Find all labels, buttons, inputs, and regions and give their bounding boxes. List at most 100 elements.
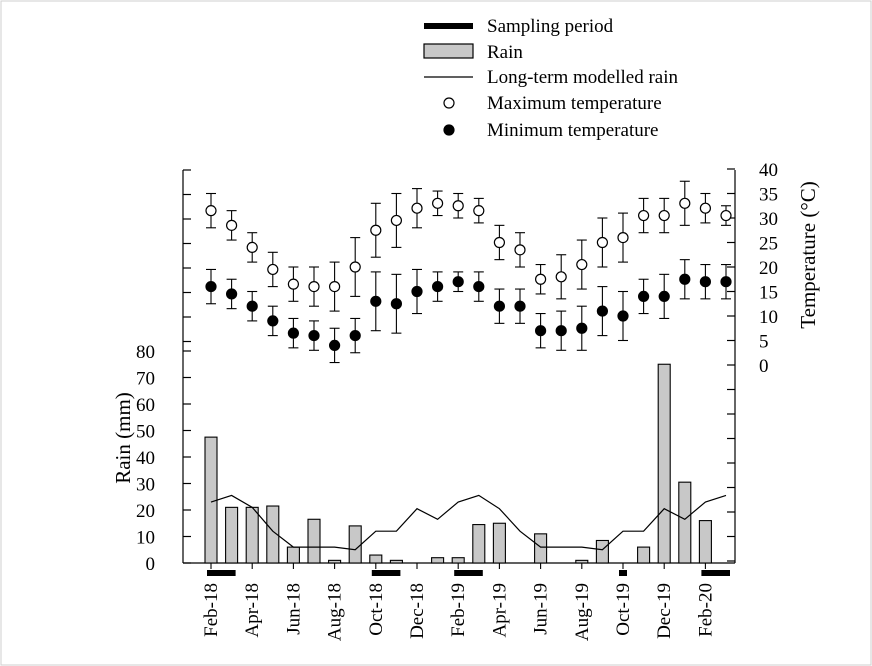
- tmax-point: [349, 261, 361, 273]
- right-tick-label: 5: [759, 332, 769, 353]
- tmin-point: [329, 339, 341, 351]
- sampling-period-bar: [619, 570, 627, 576]
- tmax-point: [658, 209, 670, 222]
- x-tick-label: Apr-19: [489, 583, 510, 638]
- left-axis-title: Rain (mm): [111, 392, 135, 484]
- legend-tmax-marker: [443, 97, 455, 109]
- tmin-point: [534, 325, 547, 337]
- left-tick-label: 60: [136, 395, 155, 416]
- right-tick-label: 0: [759, 356, 769, 377]
- tmax-point: [432, 197, 444, 209]
- tmin-point: [205, 281, 217, 293]
- x-tick-label: Aug-18: [325, 583, 346, 641]
- tmin-point: [720, 276, 732, 288]
- tmax-point: [329, 281, 341, 293]
- legend-rain: Rain: [423, 42, 523, 63]
- tmax-point: [720, 209, 732, 222]
- x-tick-label: Oct-19: [613, 583, 634, 636]
- tmin-point: [432, 281, 444, 293]
- tmin-point: [514, 300, 526, 312]
- rain-bar: [637, 546, 651, 564]
- x-tick-label: Feb-18: [201, 583, 222, 637]
- rain-bar: [575, 559, 589, 564]
- sampling-period-bar: [701, 570, 730, 576]
- legend-tmax-label: Maximum temperature: [487, 93, 662, 114]
- tmax-point: [555, 271, 567, 283]
- left-tick-label: 70: [136, 369, 155, 390]
- tmin-point: [493, 300, 505, 312]
- right-tick-label: 15: [759, 283, 778, 304]
- right-axis-ticks: 0 5 10 15 20 25 30 35 40: [727, 160, 778, 562]
- tmin-point: [246, 300, 258, 312]
- rain-bar: [657, 363, 671, 564]
- tmin-point: [390, 298, 402, 310]
- right-tick-label: 35: [759, 185, 778, 206]
- tmin-point: [452, 276, 464, 288]
- x-tick-label: Jun-19: [531, 583, 552, 635]
- sampling-period-bar: [371, 570, 401, 576]
- rain-bar: [307, 518, 321, 564]
- legend-modelled-label: Long-term modelled rain: [487, 67, 678, 88]
- tmax-point: [576, 258, 588, 271]
- rain-bar: [678, 481, 692, 564]
- legend-sampling-label: Sampling period: [487, 16, 614, 37]
- tmin-point: [637, 290, 650, 302]
- left-tick-label: 80: [136, 342, 155, 363]
- left-tick-label: 40: [136, 448, 155, 469]
- tmax-point: [596, 236, 609, 249]
- tmin-point: [349, 330, 361, 342]
- tmax-point: [637, 209, 650, 222]
- tmin-point: [596, 305, 609, 317]
- rain-bar: [431, 557, 445, 564]
- rain-bar: [369, 554, 383, 564]
- left-tick-label: 50: [136, 422, 155, 443]
- legend-tmin: Minimum temperature: [443, 120, 658, 141]
- right-tick-label: 25: [759, 234, 778, 255]
- tmax-point: [246, 241, 258, 253]
- tmin-point: [679, 273, 691, 285]
- tmin-point: [308, 330, 320, 342]
- rain-bar: [472, 524, 486, 564]
- x-tick-label: Feb-20: [695, 583, 716, 637]
- temperature-points: [205, 180, 732, 364]
- legend-modelled: Long-term modelled rain: [424, 67, 678, 88]
- x-tick-label: Dec-18: [407, 583, 428, 639]
- tmax-point: [493, 236, 505, 249]
- sampling-period-bar: [454, 570, 483, 576]
- sampling-period-bar: [207, 570, 236, 576]
- tmin-point: [658, 290, 670, 302]
- left-tick-label: 0: [146, 554, 156, 575]
- modelled-rain-series: [210, 494, 727, 551]
- legend-tmin-marker: [443, 124, 455, 136]
- sampling-periods: [207, 570, 730, 576]
- x-tick-label: Jun-18: [283, 583, 304, 635]
- rain-bar: [451, 557, 465, 564]
- tmax-point: [205, 205, 217, 217]
- rain-bar: [286, 546, 300, 564]
- tmax-point: [390, 214, 402, 227]
- legend-rain-label: Rain: [487, 42, 523, 63]
- legend-tmin-label: Minimum temperature: [487, 120, 658, 141]
- tmax-point: [473, 205, 485, 217]
- legend: Sampling period Rain Long-term modelled …: [423, 16, 678, 141]
- tmin-point: [699, 276, 712, 288]
- x-tick-label: Dec-19: [654, 583, 675, 639]
- tmax-point: [617, 232, 629, 244]
- right-tick-label: 40: [759, 160, 778, 181]
- rain-bar: [245, 506, 259, 564]
- rain-bar: [348, 525, 362, 564]
- tmin-point: [473, 281, 485, 293]
- rain-bar: [534, 533, 548, 564]
- tmax-point: [411, 202, 423, 214]
- tmax-point: [226, 219, 238, 231]
- left-axis-ticks: 0 10 20 30 40 50 60 70 80: [136, 169, 191, 575]
- x-axis-labels: Feb-18 Apr-18 Jun-18 Aug-18 Oct-18 Dec-18 Feb-…: [201, 563, 716, 641]
- right-tick-label: 30: [759, 209, 778, 230]
- tmin-point: [576, 322, 588, 334]
- legend-sampling: Sampling period: [424, 16, 614, 37]
- tmax-point: [699, 202, 712, 214]
- tmax-point: [679, 197, 691, 209]
